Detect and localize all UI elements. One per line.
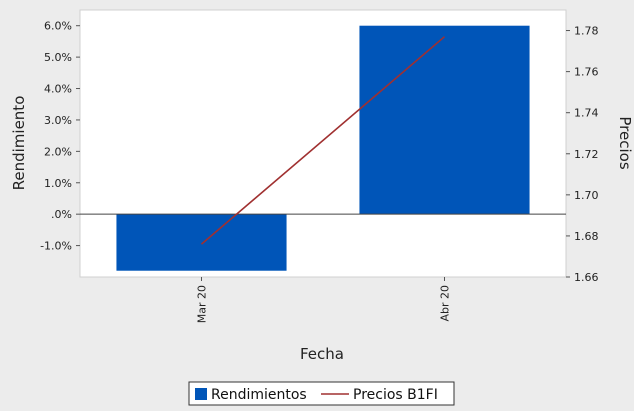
legend-label-precios: Precios B1FI — [353, 387, 438, 403]
y2-tick-label: 1.78 — [574, 25, 599, 38]
y2-tick-label: 1.72 — [574, 148, 599, 161]
x-axis-title: Fecha — [300, 345, 344, 363]
y-tick-label: 6.0% — [44, 20, 72, 33]
bar-mar-20 — [116, 214, 287, 271]
y2-tick-label: 1.76 — [574, 66, 599, 79]
y-tick-label: 5.0% — [44, 51, 72, 64]
y-axis-title: Rendimiento — [10, 96, 28, 191]
y2-tick-label: 1.66 — [574, 271, 599, 284]
y2-axis-title: Precios — [616, 116, 634, 169]
y-tick-label: 1.0% — [44, 177, 72, 190]
y-tick-label: -1.0% — [40, 240, 72, 253]
y-tick-label: 4.0% — [44, 83, 72, 96]
bar-abr-20 — [359, 25, 530, 215]
y-tick-label: .0% — [51, 208, 72, 221]
line-precios — [200, 36, 446, 245]
legend-swatch-rendimientos — [195, 388, 207, 400]
x-tick-label: Abr 20 — [439, 285, 452, 322]
x-tick-label: Mar 20 — [196, 285, 209, 323]
y2-tick-label: 1.74 — [574, 107, 599, 120]
y-tick-label: 3.0% — [44, 114, 72, 127]
legend-label-rendimientos: Rendimientos — [211, 387, 307, 403]
y2-tick-label: 1.68 — [574, 230, 599, 243]
legend: Rendimientos Precios B1FI — [188, 381, 455, 406]
y-tick-label: 2.0% — [44, 145, 72, 158]
y2-tick-label: 1.70 — [574, 189, 599, 202]
